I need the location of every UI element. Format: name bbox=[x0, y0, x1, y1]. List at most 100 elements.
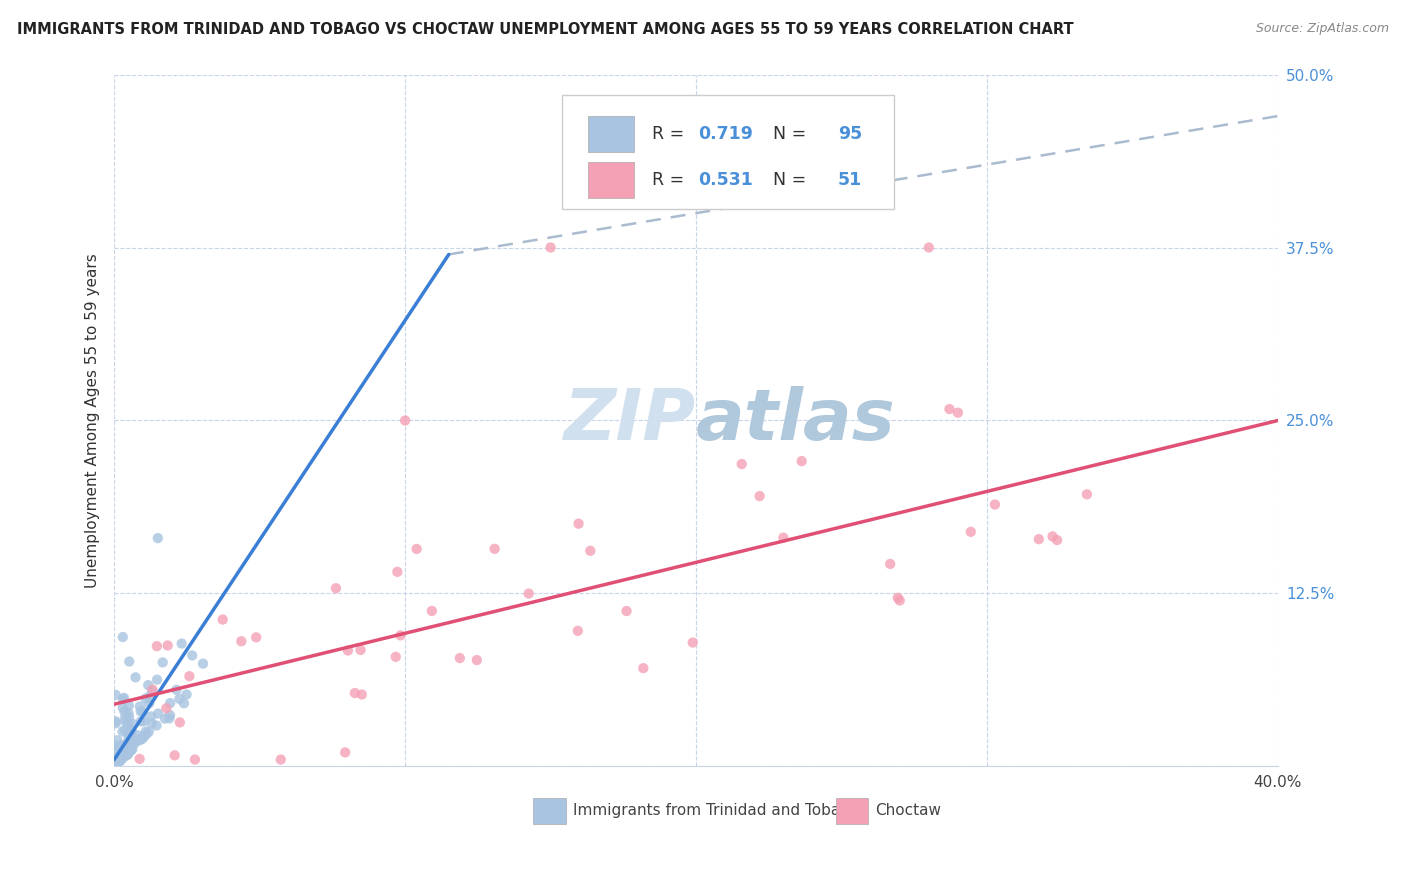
Y-axis label: Unemployment Among Ages 55 to 59 years: Unemployment Among Ages 55 to 59 years bbox=[86, 253, 100, 588]
Point bbox=[449, 651, 471, 665]
Point bbox=[245, 630, 267, 644]
Point bbox=[153, 712, 176, 726]
Point bbox=[173, 696, 195, 710]
Text: 95: 95 bbox=[838, 125, 862, 144]
Point bbox=[115, 747, 138, 762]
Point bbox=[231, 634, 253, 648]
Point bbox=[118, 738, 141, 752]
Point bbox=[117, 738, 139, 752]
Point bbox=[336, 643, 359, 657]
Point bbox=[157, 711, 180, 725]
Point bbox=[118, 710, 141, 724]
Point bbox=[105, 739, 128, 753]
Point bbox=[122, 737, 145, 751]
Point bbox=[138, 696, 160, 710]
Point bbox=[984, 498, 1007, 512]
Point bbox=[567, 624, 589, 638]
Point bbox=[387, 565, 409, 579]
Text: 51: 51 bbox=[838, 171, 862, 189]
Point bbox=[169, 691, 191, 706]
Text: 0.719: 0.719 bbox=[699, 125, 754, 144]
Point bbox=[104, 688, 127, 702]
Point bbox=[146, 706, 169, 721]
Point bbox=[118, 655, 141, 669]
Point bbox=[141, 682, 163, 697]
Point bbox=[517, 586, 540, 600]
Point bbox=[170, 637, 193, 651]
FancyBboxPatch shape bbox=[835, 797, 869, 824]
Text: N =: N = bbox=[762, 171, 813, 189]
Point bbox=[111, 692, 134, 706]
Point bbox=[112, 690, 135, 705]
Point bbox=[141, 684, 163, 698]
FancyBboxPatch shape bbox=[588, 162, 634, 198]
Point bbox=[879, 557, 901, 571]
Point bbox=[790, 454, 813, 468]
Text: Source: ZipAtlas.com: Source: ZipAtlas.com bbox=[1256, 22, 1389, 36]
Point bbox=[121, 731, 143, 745]
Point bbox=[117, 728, 139, 742]
Point bbox=[389, 628, 412, 642]
Point bbox=[107, 753, 129, 767]
Point bbox=[465, 653, 488, 667]
Text: R =: R = bbox=[652, 125, 689, 144]
Point bbox=[120, 734, 142, 748]
Point bbox=[136, 678, 159, 692]
Point bbox=[138, 724, 160, 739]
Point bbox=[132, 705, 155, 719]
Point bbox=[146, 639, 169, 653]
Point bbox=[333, 745, 356, 759]
Point bbox=[772, 531, 794, 545]
Point bbox=[155, 701, 177, 715]
Text: Choctaw: Choctaw bbox=[876, 804, 941, 818]
Point bbox=[135, 724, 157, 739]
Point bbox=[350, 688, 373, 702]
Point bbox=[104, 758, 127, 772]
Point bbox=[946, 406, 969, 420]
Point bbox=[128, 733, 150, 747]
Point bbox=[107, 733, 129, 747]
Point bbox=[152, 656, 174, 670]
Point bbox=[111, 739, 134, 753]
Point bbox=[112, 751, 135, 765]
Point bbox=[129, 714, 152, 729]
Point bbox=[616, 604, 638, 618]
Point bbox=[108, 753, 131, 767]
Point bbox=[169, 715, 191, 730]
Point bbox=[115, 738, 138, 752]
Point bbox=[742, 144, 765, 158]
Point bbox=[111, 724, 134, 739]
Point bbox=[104, 757, 127, 772]
Point bbox=[104, 752, 127, 766]
Point bbox=[108, 754, 131, 768]
Point bbox=[124, 670, 146, 684]
Point bbox=[1046, 533, 1069, 547]
Point bbox=[118, 698, 141, 713]
Point bbox=[107, 750, 129, 764]
Point bbox=[159, 708, 181, 723]
FancyBboxPatch shape bbox=[588, 116, 634, 153]
Point bbox=[120, 743, 142, 757]
Point bbox=[159, 696, 181, 710]
Point bbox=[138, 690, 160, 704]
Point bbox=[131, 732, 153, 747]
Point bbox=[146, 673, 169, 687]
Point bbox=[112, 704, 135, 718]
Text: R =: R = bbox=[652, 171, 689, 189]
Point bbox=[1042, 529, 1064, 543]
Point bbox=[110, 747, 132, 762]
Point bbox=[129, 699, 152, 714]
Point bbox=[1028, 532, 1050, 546]
Text: Immigrants from Trinidad and Tobago: Immigrants from Trinidad and Tobago bbox=[572, 804, 859, 818]
Point bbox=[145, 718, 167, 732]
Point bbox=[110, 739, 132, 754]
Point bbox=[108, 747, 131, 762]
Text: N =: N = bbox=[762, 125, 813, 144]
Point bbox=[633, 661, 655, 675]
Point bbox=[184, 753, 207, 767]
Point bbox=[124, 734, 146, 748]
Point bbox=[114, 742, 136, 756]
Point bbox=[120, 725, 142, 739]
Point bbox=[1076, 487, 1098, 501]
Point bbox=[120, 723, 142, 738]
